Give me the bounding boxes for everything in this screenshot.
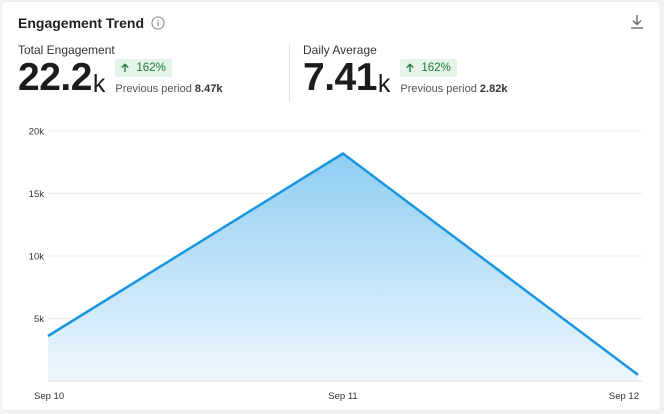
previous-period: Previous period 8.47k bbox=[115, 83, 222, 95]
y-tick-label: 20k bbox=[29, 127, 45, 138]
x-tick-label: Sep 10 bbox=[34, 391, 64, 402]
prev-value: 8.47k bbox=[194, 83, 223, 95]
metric-value: 22.2 bbox=[18, 56, 92, 99]
arrow-up-icon bbox=[121, 63, 130, 72]
change-badge: 162% bbox=[115, 59, 172, 77]
area-fill bbox=[48, 153, 638, 381]
series-line bbox=[47, 152, 639, 376]
arrow-up-icon bbox=[406, 63, 415, 72]
info-icon[interactable] bbox=[151, 16, 165, 30]
metric-value: 7.41 bbox=[303, 56, 377, 99]
metric-divider bbox=[289, 44, 290, 102]
x-tick-label: Sep 11 bbox=[328, 391, 357, 402]
prev-value: 2.82k bbox=[479, 83, 508, 95]
change-badge: 162% bbox=[400, 59, 457, 77]
metric-unit: k bbox=[377, 70, 391, 98]
x-tick-label: Sep 12 bbox=[609, 391, 639, 402]
metric-daily-average: Daily Average 7.41 k 162% Previous perio… bbox=[303, 43, 507, 103]
metric-total-engagement: Total Engagement 22.2 k 162% Previous pe… bbox=[18, 43, 222, 103]
metric-label: Total Engagement bbox=[18, 43, 115, 57]
prev-label: Previous period bbox=[115, 83, 192, 95]
y-tick-label: 10k bbox=[29, 252, 45, 263]
prev-label: Previous period bbox=[400, 83, 477, 95]
y-tick-label: 5k bbox=[34, 314, 44, 325]
change-value: 162% bbox=[421, 62, 451, 74]
engagement-chart: 5k 10k 15k 20k Sep 10 Sep 11 Sep 12 bbox=[29, 127, 642, 402]
y-tick-label: 15k bbox=[29, 189, 45, 200]
card-title: Engagement Trend bbox=[18, 15, 145, 31]
previous-period: Previous period 2.82k bbox=[400, 83, 507, 95]
change-value: 162% bbox=[136, 62, 166, 74]
download-icon[interactable] bbox=[628, 13, 646, 31]
metric-unit: k bbox=[92, 70, 106, 98]
engagement-card: Engagement Trend Total Engagement 22.2 k… bbox=[2, 2, 660, 410]
metric-label: Daily Average bbox=[303, 43, 377, 57]
card-header: Engagement Trend bbox=[18, 15, 165, 31]
